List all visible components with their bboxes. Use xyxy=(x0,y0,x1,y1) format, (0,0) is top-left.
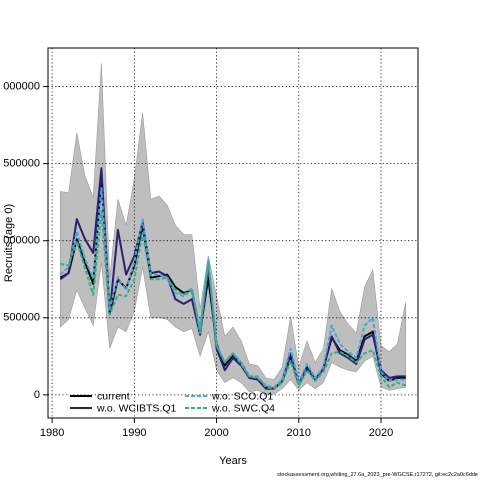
legend-label: current xyxy=(97,391,130,403)
y-axis-title: Recruits (age 0) xyxy=(3,204,15,282)
y-tick-label: 0 xyxy=(34,389,40,401)
x-tick-label: 2020 xyxy=(369,427,393,439)
x-axis: 1980 1990 2000 2010 2020 xyxy=(40,418,393,439)
confidence-band xyxy=(60,63,406,395)
y-axis: 0 500000 000000 500000 000000 xyxy=(3,80,48,401)
legend-label: w.o. SCO.Q1 xyxy=(211,391,273,403)
y-tick-label: 500000 xyxy=(3,158,40,170)
y-tick-label: 000000 xyxy=(3,235,40,247)
x-tick-label: 2000 xyxy=(204,427,228,439)
series-line-2 xyxy=(59,167,406,390)
plot-frame xyxy=(47,47,419,419)
series-layer xyxy=(59,167,407,390)
footer-source-text: stockassessment.org,whiting_27.6a_2023_p… xyxy=(277,472,478,478)
series-line-3 xyxy=(59,187,406,389)
confidence-band-layer xyxy=(60,63,406,395)
y-tick-label: 500000 xyxy=(3,312,40,324)
x-tick-label: 1990 xyxy=(122,427,146,439)
x-tick-label: 2010 xyxy=(287,427,311,439)
legend-label: w.o. SWC.Q4 xyxy=(211,403,275,415)
x-tick-label: 1980 xyxy=(40,427,64,439)
series-line-4 xyxy=(60,210,407,390)
grid-layer xyxy=(48,48,418,418)
x-axis-title: Years xyxy=(219,455,247,467)
legend-label: w.o. WCIBTS.Q1 xyxy=(96,403,177,415)
y-tick-label: 000000 xyxy=(3,80,40,92)
